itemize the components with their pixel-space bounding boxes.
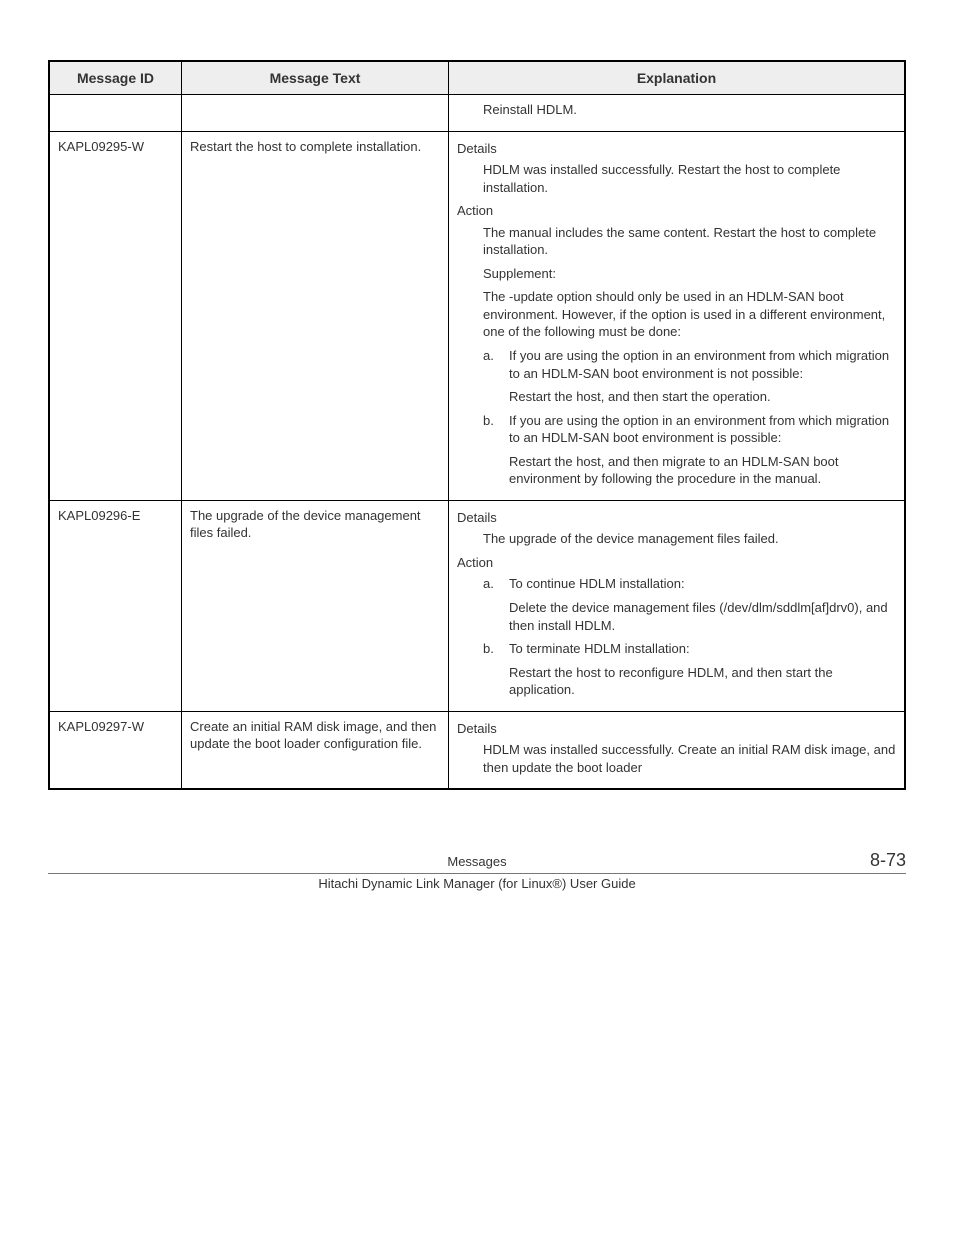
ordered-list: a. If you are using the option in an env…: [483, 347, 896, 382]
details-label: Details: [457, 720, 896, 738]
cell-explanation: Details The upgrade of the device manage…: [449, 500, 906, 711]
cell-text: Restart the host to complete installatio…: [182, 131, 449, 500]
list-after: Restart the host, and then migrate to an…: [509, 453, 896, 488]
list-after: Restart the host, and then start the ope…: [509, 388, 896, 406]
list-marker: a.: [483, 575, 509, 593]
ordered-list: b. If you are using the option in an env…: [483, 412, 896, 447]
list-item: a. If you are using the option in an env…: [483, 347, 896, 382]
cell-text: [182, 95, 449, 132]
action-label: Action: [457, 202, 896, 220]
details-label: Details: [457, 140, 896, 158]
table-row: KAPL09295-W Restart the host to complete…: [49, 131, 905, 500]
action-label: Action: [457, 554, 896, 572]
table-row: Reinstall HDLM.: [49, 95, 905, 132]
cell-explanation: Details HDLM was installed successfully.…: [449, 711, 906, 789]
footer-top-row: Messages 8-73: [48, 850, 906, 874]
cell-text: The upgrade of the device management fil…: [182, 500, 449, 711]
list-marker: a.: [483, 347, 509, 382]
cell-text: Create an initial RAM disk image, and th…: [182, 711, 449, 789]
table-header-row: Message ID Message Text Explanation: [49, 61, 905, 95]
footer-section-title: Messages: [447, 854, 506, 869]
explanation-line: Reinstall HDLM.: [483, 101, 896, 119]
list-after: Restart the host to reconfigure HDLM, an…: [509, 664, 896, 699]
cell-id: [49, 95, 182, 132]
details-body: The upgrade of the device management fil…: [483, 530, 896, 548]
details-body: HDLM was installed successfully. Restart…: [483, 161, 896, 196]
list-item: a. To continue HDLM installation:: [483, 575, 896, 593]
col-header-text: Message Text: [182, 61, 449, 95]
messages-table: Message ID Message Text Explanation Rein…: [48, 60, 906, 790]
page-footer: Messages 8-73 Hitachi Dynamic Link Manag…: [48, 850, 906, 891]
cell-id: KAPL09295-W: [49, 131, 182, 500]
list-body: To terminate HDLM installation:: [509, 640, 896, 658]
list-body: If you are using the option in an enviro…: [509, 412, 896, 447]
details-body: HDLM was installed successfully. Create …: [483, 741, 896, 776]
ordered-list: b. To terminate HDLM installation:: [483, 640, 896, 658]
list-body: If you are using the option in an enviro…: [509, 347, 896, 382]
list-marker: b.: [483, 640, 509, 658]
list-item: b. To terminate HDLM installation:: [483, 640, 896, 658]
supplement-label: Supplement:: [483, 265, 896, 283]
col-header-id: Message ID: [49, 61, 182, 95]
ordered-list: a. To continue HDLM installation:: [483, 575, 896, 593]
cell-explanation: Reinstall HDLM.: [449, 95, 906, 132]
action-body: The manual includes the same content. Re…: [483, 224, 896, 259]
cell-explanation: Details HDLM was installed successfully.…: [449, 131, 906, 500]
table-row: KAPL09296-E The upgrade of the device ma…: [49, 500, 905, 711]
footer-book-title: Hitachi Dynamic Link Manager (for Linux®…: [48, 876, 906, 891]
cell-id: KAPL09297-W: [49, 711, 182, 789]
supplement-body: The -update option should only be used i…: [483, 288, 896, 341]
footer-page-number: 8-73: [826, 850, 906, 871]
list-after: Delete the device management files (/dev…: [509, 599, 896, 634]
cell-id: KAPL09296-E: [49, 500, 182, 711]
col-header-exp: Explanation: [449, 61, 906, 95]
table-row: KAPL09297-W Create an initial RAM disk i…: [49, 711, 905, 789]
list-marker: b.: [483, 412, 509, 447]
list-body: To continue HDLM installation:: [509, 575, 896, 593]
details-label: Details: [457, 509, 896, 527]
list-item: b. If you are using the option in an env…: [483, 412, 896, 447]
